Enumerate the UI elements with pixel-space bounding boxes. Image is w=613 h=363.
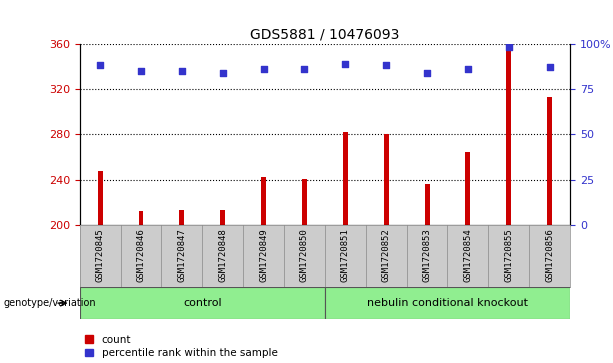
Text: nebulin conditional knockout: nebulin conditional knockout: [367, 298, 528, 308]
Bar: [343, 132, 348, 225]
Point: [95, 62, 105, 68]
Text: GSM1720850: GSM1720850: [300, 228, 309, 282]
Bar: [302, 179, 307, 225]
Text: GSM1720855: GSM1720855: [504, 228, 513, 282]
Text: GSM1720846: GSM1720846: [137, 228, 145, 282]
Text: genotype/variation: genotype/variation: [3, 298, 96, 308]
Text: GSM1720848: GSM1720848: [218, 228, 227, 282]
Point: [504, 44, 514, 50]
Bar: [80, 287, 325, 319]
Point: [136, 68, 146, 74]
Text: GSM1720847: GSM1720847: [177, 228, 186, 282]
Legend: count, percentile rank within the sample: count, percentile rank within the sample: [85, 335, 278, 358]
Point: [218, 70, 227, 76]
Text: GSM1720856: GSM1720856: [545, 228, 554, 282]
Title: GDS5881 / 10476093: GDS5881 / 10476093: [250, 27, 400, 41]
Text: GSM1720853: GSM1720853: [422, 228, 432, 282]
Bar: [506, 48, 511, 225]
Bar: [325, 287, 570, 319]
Bar: [180, 210, 185, 225]
Bar: [220, 210, 225, 225]
Point: [381, 62, 391, 68]
Point: [422, 70, 432, 76]
Point: [340, 61, 350, 66]
Point: [177, 68, 187, 74]
Bar: [261, 178, 266, 225]
Text: GSM1720852: GSM1720852: [382, 228, 390, 282]
Text: GSM1720849: GSM1720849: [259, 228, 268, 282]
Point: [259, 66, 268, 72]
Text: GSM1720845: GSM1720845: [96, 228, 105, 282]
Bar: [425, 184, 430, 225]
Text: GSM1720854: GSM1720854: [463, 228, 473, 282]
Bar: [547, 97, 552, 225]
Point: [545, 64, 555, 70]
Text: GSM1720851: GSM1720851: [341, 228, 350, 282]
Point: [300, 66, 310, 72]
Point: [463, 66, 473, 72]
Text: control: control: [183, 298, 222, 308]
Bar: [139, 211, 143, 225]
Bar: [97, 171, 102, 225]
Bar: [384, 134, 389, 225]
Bar: [465, 152, 470, 225]
